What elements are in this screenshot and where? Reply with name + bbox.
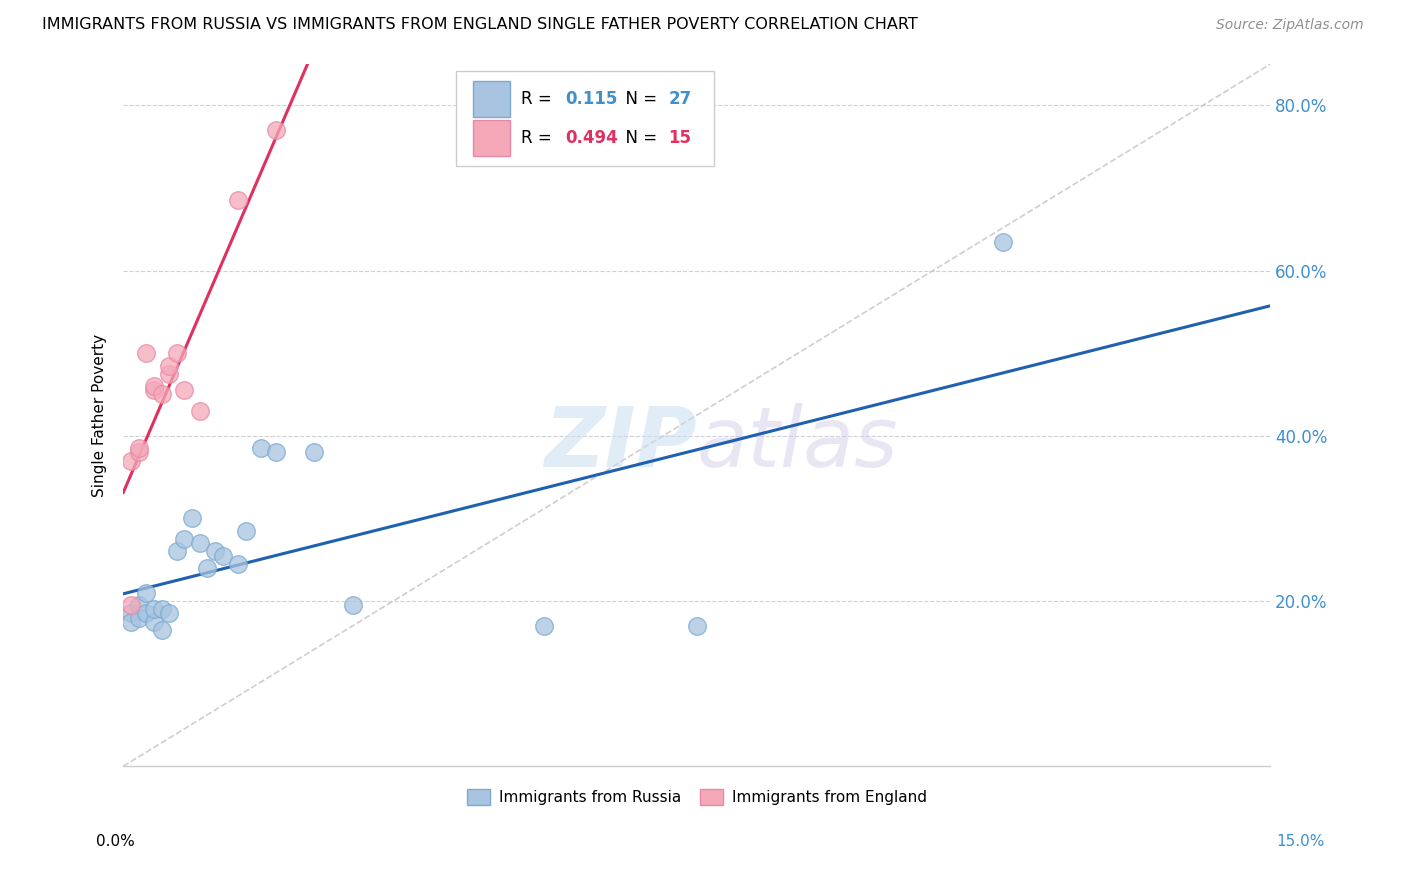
- Point: [142, 379, 165, 393]
- Point: [150, 623, 173, 637]
- Point: [342, 598, 364, 612]
- Text: 15.0%: 15.0%: [1277, 834, 1324, 848]
- FancyBboxPatch shape: [474, 120, 510, 156]
- FancyBboxPatch shape: [456, 71, 714, 166]
- Point: [128, 610, 150, 624]
- Text: 0.115: 0.115: [565, 90, 617, 108]
- Text: R =: R =: [522, 90, 557, 108]
- Point: [264, 123, 287, 137]
- Point: [135, 586, 157, 600]
- Point: [181, 511, 204, 525]
- Legend: Immigrants from Russia, Immigrants from England: Immigrants from Russia, Immigrants from …: [461, 783, 932, 811]
- Point: [166, 544, 188, 558]
- Point: [686, 619, 709, 633]
- Point: [188, 536, 211, 550]
- Point: [120, 453, 142, 467]
- Point: [142, 384, 165, 398]
- Y-axis label: Single Father Poverty: Single Father Poverty: [93, 334, 107, 497]
- Text: ZIP: ZIP: [544, 402, 697, 483]
- Point: [120, 615, 142, 629]
- Point: [533, 619, 555, 633]
- Text: N =: N =: [616, 90, 662, 108]
- Point: [166, 346, 188, 360]
- Point: [211, 549, 233, 563]
- Point: [128, 445, 150, 459]
- Text: IMMIGRANTS FROM RUSSIA VS IMMIGRANTS FROM ENGLAND SINGLE FATHER POVERTY CORRELAT: IMMIGRANTS FROM RUSSIA VS IMMIGRANTS FRO…: [42, 18, 918, 32]
- Point: [128, 598, 150, 612]
- Point: [142, 615, 165, 629]
- Point: [150, 602, 173, 616]
- Text: N =: N =: [616, 128, 662, 147]
- Point: [157, 367, 180, 381]
- Point: [135, 607, 157, 621]
- Point: [250, 441, 273, 455]
- Point: [226, 557, 249, 571]
- Text: 27: 27: [668, 90, 692, 108]
- Point: [120, 598, 142, 612]
- Point: [226, 194, 249, 208]
- Point: [188, 404, 211, 418]
- Point: [157, 359, 180, 373]
- Point: [235, 524, 257, 538]
- Text: Source: ZipAtlas.com: Source: ZipAtlas.com: [1216, 19, 1364, 32]
- Point: [173, 532, 195, 546]
- Point: [120, 607, 142, 621]
- Point: [142, 602, 165, 616]
- FancyBboxPatch shape: [474, 81, 510, 118]
- Point: [157, 607, 180, 621]
- Text: R =: R =: [522, 128, 557, 147]
- Point: [264, 445, 287, 459]
- Point: [150, 387, 173, 401]
- Point: [304, 445, 326, 459]
- Point: [128, 441, 150, 455]
- Point: [173, 384, 195, 398]
- Point: [204, 544, 226, 558]
- Text: 0.0%: 0.0%: [96, 834, 135, 848]
- Point: [991, 235, 1014, 249]
- Text: atlas: atlas: [697, 402, 898, 483]
- Point: [197, 561, 219, 575]
- Point: [135, 346, 157, 360]
- Text: 15: 15: [668, 128, 692, 147]
- Text: 0.494: 0.494: [565, 128, 617, 147]
